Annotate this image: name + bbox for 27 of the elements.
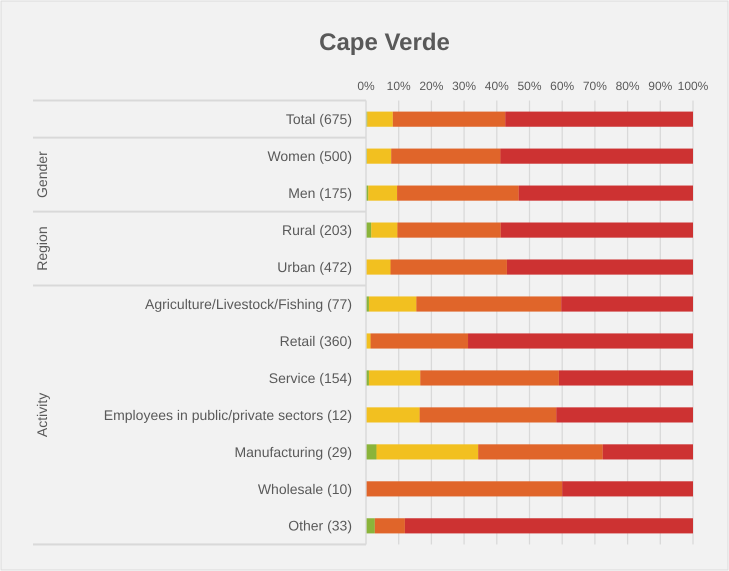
x-tick-label: 20%: [419, 79, 444, 93]
text: Region: [34, 226, 50, 271]
x-tick-label: 70%: [582, 79, 608, 93]
y-tick-label: Retail (360): [280, 332, 352, 349]
x-tick-label: 30%: [452, 79, 476, 93]
x-tick-label: 40%: [484, 79, 510, 93]
y-tick-label: Other (33): [288, 518, 352, 534]
chart-title: Cape Verde: [319, 29, 450, 56]
x-tick-label: 0%: [357, 79, 375, 93]
y-tick-label: Total (675): [286, 111, 352, 128]
text: Activity: [34, 392, 50, 438]
y-tick-label: Wholesale (10): [258, 480, 352, 497]
x-tick-label: 100%: [678, 79, 709, 93]
x-tick-label: 10%: [386, 79, 412, 93]
text: Gender: [34, 150, 50, 198]
y-tick-label: Urban (472): [277, 258, 352, 275]
y-tick-label: Service (154): [268, 370, 352, 386]
x-tick-label: 80%: [616, 79, 640, 93]
y-tick-label: Employees in public/private sectors (12): [104, 406, 352, 423]
y-tick-label: Manufacturing (29): [234, 444, 352, 460]
y-tick-label: Rural (203): [282, 222, 352, 238]
x-tick-label: 60%: [550, 79, 575, 93]
x-tick-label: 50%: [517, 79, 542, 93]
y-tick-label: Agriculture/Livestock/Fishing (77): [145, 296, 352, 312]
x-tick-label: 90%: [648, 79, 673, 93]
y-tick-label: Women (500): [267, 148, 352, 164]
y-tick-label: Men (175): [288, 185, 352, 202]
